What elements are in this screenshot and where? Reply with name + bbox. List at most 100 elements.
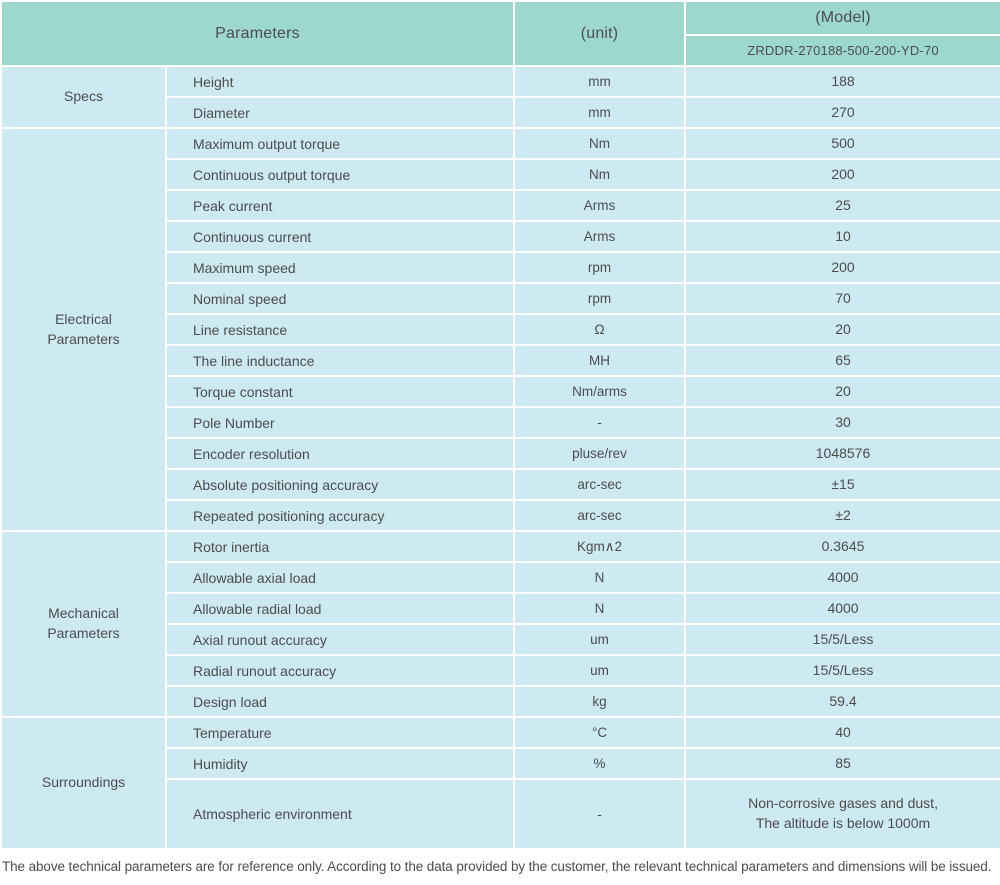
value-cell: 70	[684, 282, 1000, 315]
parameter-cell: Allowable radial load	[164, 592, 516, 625]
unit-cell: um	[513, 623, 687, 656]
header-row-top: Parameters (unit) (Model)	[0, 0, 1000, 67]
table-header: Parameters (unit) (Model) ZRDDR-270188-5…	[0, 0, 1000, 67]
value-cell: 15/5/Less	[684, 623, 1000, 656]
value-cell: 85	[684, 747, 1000, 780]
section-label: Specs	[0, 65, 167, 129]
parameter-cell: Diameter	[164, 96, 516, 129]
value-cell: 20	[684, 375, 1000, 408]
unit-cell: mm	[513, 65, 687, 98]
footnote: The above technical parameters are for r…	[2, 859, 992, 874]
table-row: Nominal speed rpm 70	[1, 282, 1000, 315]
parameter-cell: Rotor inertia	[164, 530, 516, 563]
table-row: Axial runout accuracy um 15/5/Less	[1, 623, 1000, 656]
table-row: Torque constant Nm/arms 20	[1, 375, 1000, 408]
value-cell: 188	[684, 65, 1000, 98]
table-row: Humidity% 85	[1, 747, 1000, 780]
value-cell: Non-corrosive gases and dust, The altitu…	[684, 778, 1000, 850]
unit-cell: N	[513, 561, 687, 594]
header-unit: (unit)	[513, 0, 687, 67]
value-cell: 59.4	[684, 685, 1000, 718]
unit-cell: pluse/rev	[513, 437, 687, 470]
unit-cell: -	[513, 778, 687, 850]
parameter-cell: Maximum output torque	[164, 127, 516, 160]
value-cell: 0.3645	[684, 530, 1000, 563]
unit-cell: %	[513, 747, 687, 780]
table-row: Allowable radial load N 4000	[1, 592, 1000, 625]
parameter-cell: Radial runout accuracy	[164, 654, 516, 687]
parameter-cell: Humidity	[164, 747, 516, 780]
table-row: Peak current Arms 25	[1, 189, 1000, 222]
table-row: Line resistance Ω 20	[1, 313, 1000, 346]
unit-cell: arc-sec	[513, 499, 687, 532]
parameter-cell: Atmospheric environment	[164, 778, 516, 850]
table-row: Repeated positioning accuracy arc-sec ±2	[1, 499, 1000, 532]
value-cell: 30	[684, 406, 1000, 439]
unit-cell: Arms	[513, 220, 687, 253]
header-model: (Model)	[684, 0, 1000, 36]
unit-cell: kg	[513, 685, 687, 718]
parameter-cell: Torque constant	[164, 375, 516, 408]
value-cell: 20	[684, 313, 1000, 346]
table-row: Specs Height mm 188	[0, 65, 1000, 129]
value-cell: 15/5/Less	[684, 654, 1000, 687]
section-label: Mechanical Parameters	[0, 530, 167, 718]
unit-cell: Arms	[513, 189, 687, 222]
table-row: Mechanical Parameters Rotor inertia Kgm∧2 0…	[0, 530, 1000, 718]
parameter-cell: Axial runout accuracy	[164, 623, 516, 656]
parameter-cell: Pole Number	[164, 406, 516, 439]
parameter-cell: Temperature	[164, 716, 516, 749]
value-cell: 200	[684, 158, 1000, 191]
parameter-cell: Line resistance	[164, 313, 516, 346]
table-row: Continuous current Arms 10	[1, 220, 1000, 253]
parameter-cell: Height	[164, 65, 516, 98]
table-row: Radial runout accuracy um 15/5/Less	[1, 654, 1000, 687]
value-cell: 10	[684, 220, 1000, 253]
parameter-cell: Nominal speed	[164, 282, 516, 315]
parameter-cell: Continuous output torque	[164, 158, 516, 191]
value-cell: 1048576	[684, 437, 1000, 470]
table-row: Electrical Parameters Maximum output torq…	[0, 127, 1000, 532]
section-label: Surroundings	[0, 716, 167, 850]
table-row: Design load kg 59.4	[1, 685, 1000, 718]
spec-table: Parameters (unit) (Model) ZRDDR-270188-5…	[0, 0, 1000, 850]
table-row: Diameter mm 270	[1, 96, 1000, 129]
unit-cell: rpm	[513, 282, 687, 315]
value-cell: 200	[684, 251, 1000, 284]
value-cell: 65	[684, 344, 1000, 377]
table-row: Continuous output torque Nm 200	[1, 158, 1000, 191]
table-section: Electrical Parameters Maximum output torq…	[0, 127, 1000, 532]
unit-cell: -	[513, 406, 687, 439]
unit-cell: Nm	[513, 158, 687, 191]
value-cell: 4000	[684, 592, 1000, 625]
header-row-model: ZRDDR-270188-500-200-YD-70	[1, 34, 1000, 67]
header-parameters: Parameters	[0, 0, 516, 67]
value-cell: 4000	[684, 561, 1000, 594]
value-cell: 270	[684, 96, 1000, 129]
value-cell: 25	[684, 189, 1000, 222]
unit-cell: mm	[513, 96, 687, 129]
table-row: Maximum speed rpm 200	[1, 251, 1000, 284]
parameter-cell: Repeated positioning accuracy	[164, 499, 516, 532]
value-cell: ±2	[684, 499, 1000, 532]
table-row: Absolute positioning accuracy arc-sec ±15	[1, 468, 1000, 501]
unit-cell: arc-sec	[513, 468, 687, 501]
unit-cell: MH	[513, 344, 687, 377]
table-section: Surroundings Temperature °C 40 Humidity% 85 At…	[0, 716, 1000, 850]
section-label: Electrical Parameters	[0, 127, 167, 532]
parameter-cell: Allowable axial load	[164, 561, 516, 594]
unit-cell: Ω	[513, 313, 687, 346]
table-row: Atmospheric environment - Non-corrosive ga…	[1, 778, 1000, 850]
parameter-cell: Absolute positioning accuracy	[164, 468, 516, 501]
table-row: Pole Number -30	[1, 406, 1000, 439]
table-section: Specs Height mm 188 Diameter mm 270	[0, 65, 1000, 129]
unit-cell: N	[513, 592, 687, 625]
unit-cell: Kgm∧2	[513, 530, 687, 563]
unit-cell: rpm	[513, 251, 687, 284]
value-cell: ±15	[684, 468, 1000, 501]
table-row: Encoder resolution pluse/rev 1048576	[1, 437, 1000, 470]
table-row: The line inductance MH 65	[1, 344, 1000, 377]
unit-cell: um	[513, 654, 687, 687]
parameter-cell: Maximum speed	[164, 251, 516, 284]
unit-cell: Nm/arms	[513, 375, 687, 408]
